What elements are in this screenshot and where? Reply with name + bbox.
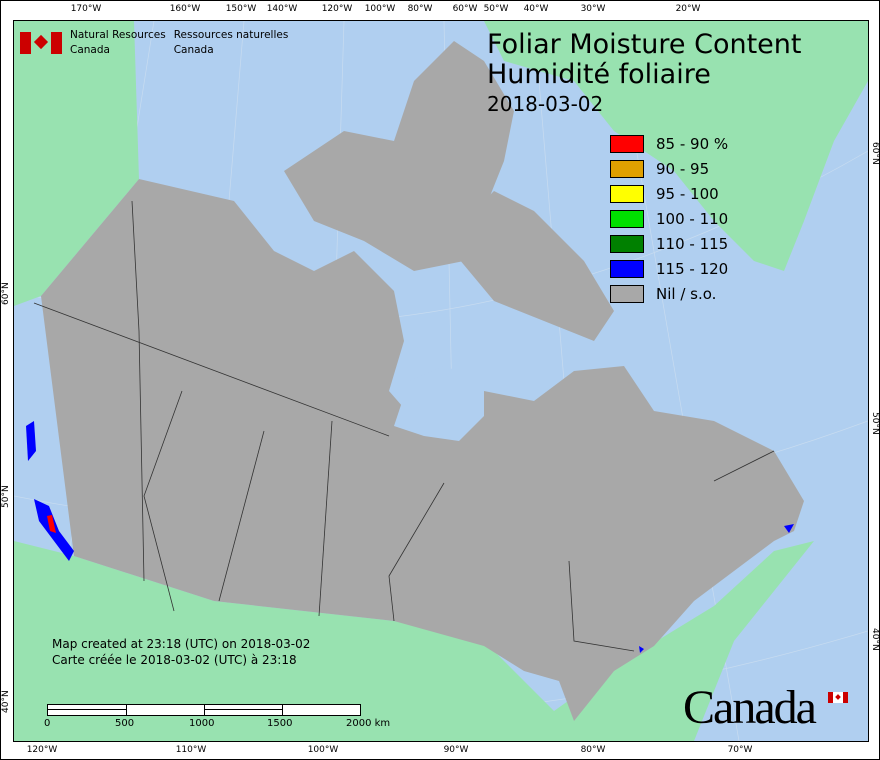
lon-tick: 150°W xyxy=(225,4,257,14)
legend-swatch xyxy=(610,209,644,228)
legend-swatch xyxy=(610,259,644,278)
canada-wordmark: Canada xyxy=(683,680,848,735)
legend: 85 - 90 % 90 - 95 95 - 100 100 - 110 110 - 1… xyxy=(610,131,728,306)
title-fr: Humidité foliaire xyxy=(487,59,711,90)
lon-tick: 100°W xyxy=(364,4,396,14)
legend-item: 100 - 110 xyxy=(610,206,728,231)
map-canvas[interactable] xyxy=(13,20,869,742)
us-land xyxy=(14,541,814,741)
scale-bar xyxy=(47,704,361,716)
legend-swatch xyxy=(610,159,644,178)
lon-tick: 30°W xyxy=(580,4,606,14)
arctic-islands xyxy=(284,41,514,271)
legend-item: 110 - 115 xyxy=(610,231,728,256)
lon-tick: 40°W xyxy=(523,4,549,14)
lon-tick: 80°W xyxy=(580,745,606,755)
lon-tick: 100°W xyxy=(307,745,339,755)
agency-fr-1: Ressources naturelles xyxy=(173,29,289,41)
lat-tick: 50°N xyxy=(1,485,11,508)
legend-item: Nil / s.o. xyxy=(610,281,728,306)
scale-label: 500 xyxy=(115,718,135,729)
legend-swatch xyxy=(610,184,644,203)
lon-tick: 50°W xyxy=(483,4,509,14)
legend-swatch xyxy=(610,134,644,153)
lon-tick: 90°W xyxy=(443,745,469,755)
canada-land xyxy=(41,179,804,721)
wordmark-flag-icon xyxy=(828,692,848,703)
lon-tick: 110°W xyxy=(175,745,207,755)
lat-tick: 60°N xyxy=(870,142,880,165)
legend-label: 90 - 95 xyxy=(656,159,710,178)
legend-item: 115 - 120 xyxy=(610,256,728,281)
lon-tick: 70°W xyxy=(727,745,753,755)
scale-label: 1000 xyxy=(189,718,215,729)
lat-tick: 40°N xyxy=(1,690,11,713)
legend-item: 95 - 100 xyxy=(610,181,728,206)
agency-signature: Natural Resources Canada Ressources natur… xyxy=(20,28,288,58)
legend-label: 100 - 110 xyxy=(656,209,729,228)
creation-note: Map created at 23:18 (UTC) on 2018-03-02… xyxy=(52,636,310,668)
hudson-bay xyxy=(394,366,484,441)
title-en: Foliar Moisture Content xyxy=(487,29,802,60)
lon-tick: 160°W xyxy=(169,4,201,14)
lon-tick: 60°W xyxy=(452,4,478,14)
baffin-island xyxy=(444,191,614,341)
scale-label: 1500 xyxy=(267,718,293,729)
legend-label: 110 - 115 xyxy=(656,234,729,253)
lon-tick: 120°W xyxy=(26,745,58,755)
map-svg xyxy=(14,21,868,741)
agency-en-2: Canada xyxy=(70,44,110,56)
scale-label: 2000 km xyxy=(346,718,391,729)
lat-tick: 50°N xyxy=(870,412,880,435)
agency-en-1: Natural Resources xyxy=(70,29,166,41)
legend-swatch xyxy=(610,284,644,303)
lon-tick: 170°W xyxy=(70,4,102,14)
wordmark-text: Canada xyxy=(683,681,817,734)
legend-label: Nil / s.o. xyxy=(656,284,717,303)
greenland-land xyxy=(484,21,868,271)
lat-tick: 40°N xyxy=(870,628,880,651)
created-en: Map created at 23:18 (UTC) on 2018-03-02 xyxy=(52,637,311,651)
alaska-land xyxy=(14,21,139,306)
map-title: Foliar Moisture Content Humidité foliair… xyxy=(487,30,801,118)
fmc-pixels xyxy=(26,421,794,653)
lon-tick: 140°W xyxy=(266,4,298,14)
canada-flag-icon xyxy=(20,32,62,54)
lon-tick: 20°W xyxy=(675,4,701,14)
scale-label: 0 xyxy=(44,718,51,729)
map-date: 2018-03-02 xyxy=(487,92,604,116)
agency-fr-2: Canada xyxy=(173,44,214,56)
lon-tick: 80°W xyxy=(407,4,433,14)
lon-tick: 120°W xyxy=(321,4,353,14)
legend-label: 95 - 100 xyxy=(656,184,719,203)
legend-swatch xyxy=(610,234,644,253)
lat-tick: 60°N xyxy=(1,282,11,305)
legend-label: 115 - 120 xyxy=(656,259,729,278)
legend-label: 85 - 90 % xyxy=(656,134,729,153)
legend-item: 90 - 95 xyxy=(610,156,728,181)
provincial-boundaries xyxy=(33,200,775,652)
created-fr: Carte créée le 2018-03-02 (UTC) à 23:18 xyxy=(52,653,297,667)
legend-item: 85 - 90 % xyxy=(610,131,728,156)
